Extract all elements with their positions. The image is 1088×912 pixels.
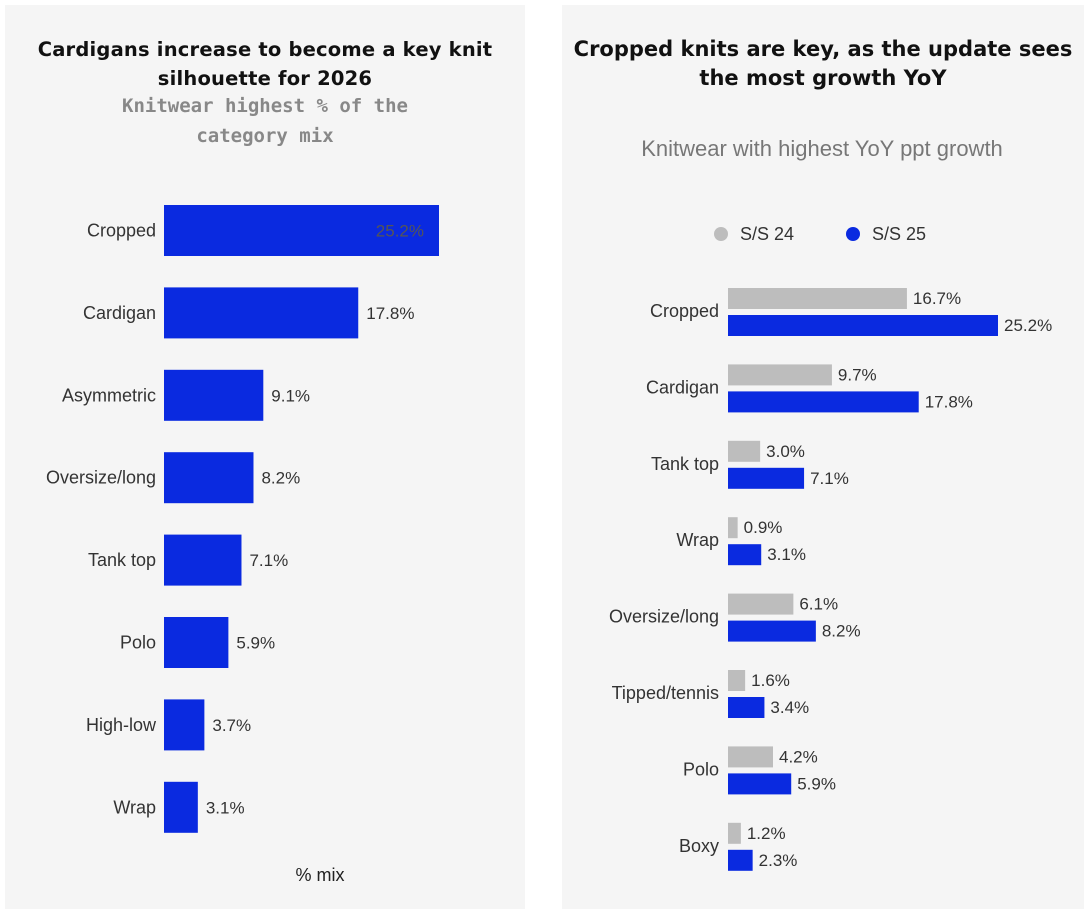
value-label-cardigan-s-s-25: 17.8%	[925, 392, 973, 411]
bar-polo-s-s-25	[728, 773, 792, 795]
category-label-high-low: High-low	[86, 715, 157, 735]
left-chart-title: Cardigans increase to become a key knit …	[37, 38, 493, 90]
category-label-cardigan: Cardigan	[646, 377, 719, 397]
value-label-cropped-s-s-25: 25.2%	[1004, 316, 1052, 335]
value-label-oversize-long: 8.2%	[261, 469, 300, 488]
value-label-tank-top-s-s-25: 7.1%	[810, 469, 849, 488]
value-label-wrap-s-s-24: 0.9%	[744, 518, 783, 537]
bar-cropped-s-s-24	[728, 288, 907, 309]
bar-tipped-tennis-s-s-24	[728, 670, 746, 691]
left-x-axis-label: % mix	[295, 865, 345, 885]
category-label-wrap: Wrap	[676, 530, 719, 550]
category-label-tank-top: Tank top	[651, 454, 719, 474]
category-label-wrap: Wrap	[113, 797, 156, 817]
bar-asymmetric	[164, 369, 264, 421]
value-label-polo-s-s-25: 5.9%	[797, 774, 836, 793]
legend-swatch-ss24	[714, 227, 728, 241]
value-label-boxy-s-s-24: 1.2%	[747, 824, 786, 843]
bar-tank-top-s-s-25	[728, 467, 805, 489]
value-label-oversize-long-s-s-25: 8.2%	[822, 622, 861, 641]
bar-wrap-s-s-24	[728, 517, 738, 539]
value-label-oversize-long-s-s-24: 6.1%	[799, 595, 838, 614]
value-label-cardigan: 17.8%	[366, 304, 414, 323]
legend-item-ss25: S/S 25	[846, 222, 926, 246]
bar-cardigan	[164, 287, 359, 339]
legend-swatch-ss25	[846, 227, 860, 241]
bar-boxy-s-s-24	[728, 822, 741, 844]
left-chart-panel: Cardigans increase to become a key knit …	[5, 5, 525, 909]
category-label-boxy: Boxy	[679, 836, 719, 856]
value-label-polo: 5.9%	[236, 634, 275, 653]
category-label-oversize-long: Oversize/long	[609, 607, 719, 627]
category-label-tank-top: Tank top	[88, 550, 156, 570]
value-label-asymmetric: 9.1%	[271, 386, 310, 405]
value-label-wrap-s-s-25: 3.1%	[767, 545, 806, 564]
bar-polo-s-s-24	[728, 746, 773, 768]
bar-oversize-long-s-s-24	[728, 593, 794, 615]
value-label-tipped-tennis-s-s-25: 3.4%	[770, 698, 809, 717]
left-chart-subtitle: Knitwear highest % of the category mix	[122, 95, 408, 147]
bar-tank-top-s-s-24	[728, 440, 761, 462]
value-label-cardigan-s-s-24: 9.7%	[838, 365, 877, 384]
category-label-cropped: Cropped	[87, 221, 156, 241]
legend-item-ss24: S/S 24	[714, 222, 794, 246]
right-grouped-bar-chart: Cropped 16.7% 25.2% Cardigan 9.7% 17.8% Tank t…	[609, 288, 1052, 871]
right-chart-panel: Cropped knits are key, as the update see…	[562, 5, 1084, 909]
value-label-tipped-tennis-s-s-24: 1.6%	[751, 671, 790, 690]
category-label-polo: Polo	[683, 759, 719, 779]
bar-cropped-s-s-25	[728, 315, 998, 336]
value-label-polo-s-s-24: 4.2%	[779, 747, 818, 766]
category-label-cardigan: Cardigan	[83, 303, 156, 323]
value-label-cropped-s-s-24: 16.7%	[913, 289, 961, 308]
bar-tipped-tennis-s-s-25	[728, 697, 765, 718]
legend-label-ss24: S/S 24	[740, 223, 795, 244]
category-label-oversize-long: Oversize/long	[46, 468, 156, 488]
right-chart-title: Cropped knits are key, as the update see…	[573, 37, 1073, 90]
value-label-wrap: 3.1%	[206, 798, 245, 817]
bar-cardigan-s-s-24	[728, 364, 832, 386]
category-label-polo: Polo	[120, 633, 156, 653]
bar-oversize-long	[164, 452, 254, 504]
bar-boxy-s-s-25	[728, 849, 753, 871]
value-label-tank-top: 7.1%	[249, 551, 288, 570]
category-label-cropped: Cropped	[650, 301, 719, 321]
value-label-boxy-s-s-25: 2.3%	[759, 851, 798, 870]
bar-tank-top	[164, 534, 242, 586]
right-chart-subtitle: Knitwear with highest YoY ppt growth	[641, 136, 1003, 161]
bar-oversize-long-s-s-25	[728, 620, 816, 642]
category-label-asymmetric: Asymmetric	[62, 385, 156, 405]
bar-wrap	[164, 781, 198, 833]
category-label-tipped-tennis: Tipped/tennis	[612, 683, 719, 703]
legend-label-ss25: S/S 25	[872, 223, 927, 244]
bar-cropped	[164, 205, 439, 256]
value-label-high-low: 3.7%	[212, 716, 251, 735]
bar-high-low	[164, 699, 205, 751]
left-bar-chart: Cropped 25.2% Cardigan 17.8% Asymmetric 9.1% O…	[46, 205, 439, 833]
bar-polo	[164, 617, 229, 668]
value-label-cropped: 25.2%	[376, 222, 424, 241]
bar-wrap-s-s-25	[728, 544, 762, 566]
bar-cardigan-s-s-25	[728, 391, 919, 413]
value-label-tank-top-s-s-24: 3.0%	[766, 442, 805, 461]
